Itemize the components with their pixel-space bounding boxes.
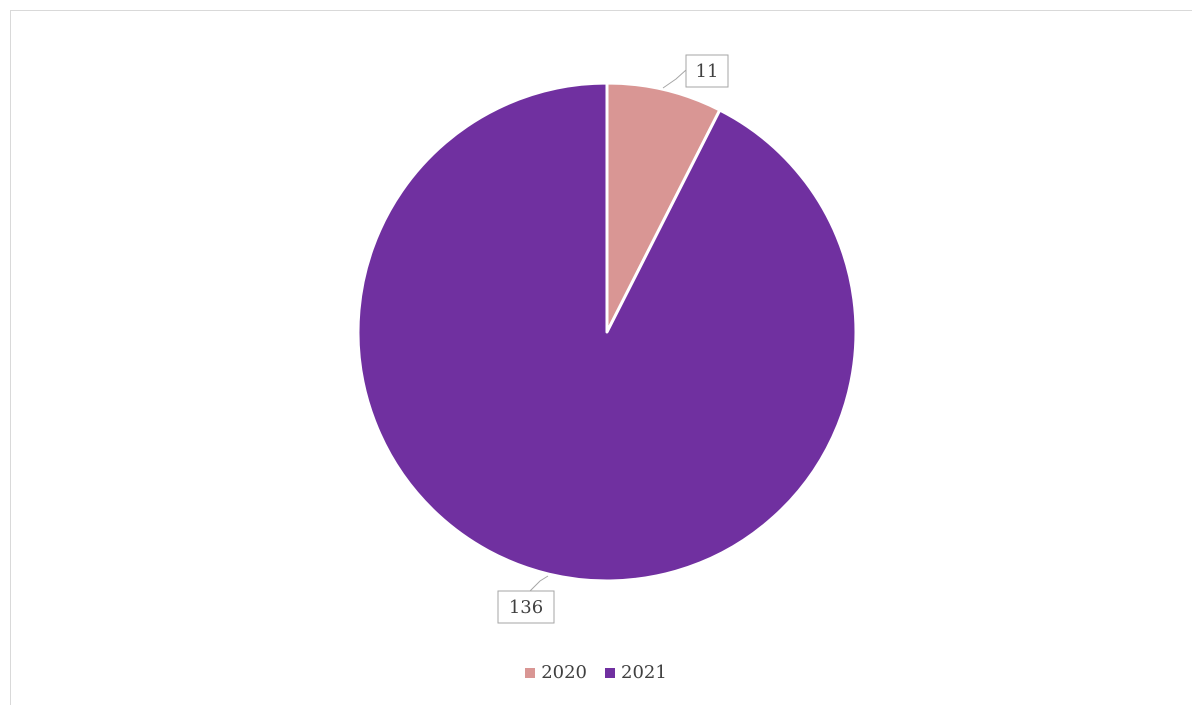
legend-label-2021: 2021 [621,662,667,683]
data-label-value-2021: 136 [509,597,543,618]
legend-entry-2020[interactable]: 2020 [525,662,587,683]
data-label-2021: 136 [497,575,555,624]
data-label-value-2020: 11 [696,61,719,82]
pie-slice-2020[interactable] [605,81,722,334]
leader-line-2021 [529,575,549,592]
legend-label-2020: 2020 [541,662,587,683]
legend-entry-2021[interactable]: 2021 [605,662,667,683]
data-label-2020: 11 [662,54,729,89]
data-label-box-2021 [497,590,555,624]
legend: 2020 2021 [0,662,1192,683]
legend-swatch-2020 [525,667,536,678]
legend-swatch-2021 [605,667,615,678]
leader-line-2020 [662,69,687,89]
data-label-box-2020 [685,54,729,88]
pie-slice-2021[interactable] [356,81,858,583]
